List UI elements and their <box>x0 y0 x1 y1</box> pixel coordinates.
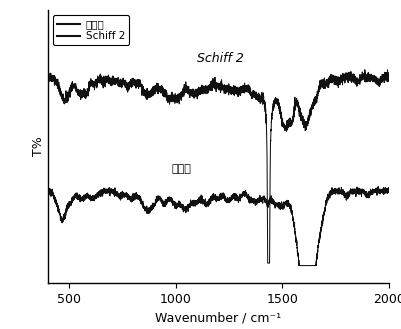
Text: Schiff 2: Schiff 2 <box>197 52 244 65</box>
Legend: 化合物, Schiff 2: 化合物, Schiff 2 <box>53 15 129 45</box>
X-axis label: Wavenumber / cm⁻¹: Wavenumber / cm⁻¹ <box>156 311 282 324</box>
Text: 化合物: 化合物 <box>172 164 192 174</box>
Y-axis label: T%: T% <box>32 137 45 156</box>
